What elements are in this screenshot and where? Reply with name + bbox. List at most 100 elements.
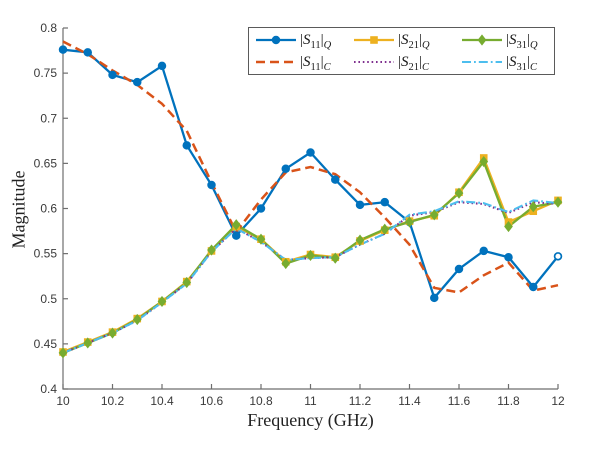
marker-S31_Q — [528, 201, 538, 213]
legend-label-part: | — [320, 31, 324, 48]
x-tick-label: 11.6 — [448, 394, 471, 408]
marker-S31_Q — [330, 252, 340, 264]
marker-S11_Q — [207, 180, 216, 190]
marker-S31_Q — [553, 196, 563, 208]
legend-marker-S31_Q — [477, 34, 487, 46]
marker-S31_Q — [380, 223, 390, 235]
x-tick-label: 10.6 — [200, 394, 224, 408]
legend-label-part: S — [303, 53, 311, 70]
legend-label-part: | — [527, 31, 531, 48]
legend-label-part: | — [398, 31, 402, 48]
marker-S31_Q — [83, 337, 93, 349]
legend-label-part: | — [300, 31, 304, 48]
legend-label-part: | — [419, 31, 423, 48]
marker-S11_Q — [133, 77, 142, 87]
legend-label-part: C — [422, 61, 430, 73]
marker-S31_Q — [454, 187, 464, 199]
legend-label-part: S — [509, 31, 517, 48]
marker-S31_Q — [207, 244, 216, 256]
legend-entry-S31_Q: |S31|Q — [461, 29, 556, 51]
legend-label-part: Q — [530, 39, 538, 51]
y-tick-label: 0.7 — [40, 111, 57, 125]
series-line-S11_C — [62, 40, 559, 294]
legend-label-S21_Q: |S21|Q — [398, 29, 430, 52]
legend-sample-S11_Q — [256, 35, 296, 45]
legend-entry-S21_C: |S21|C — [353, 51, 461, 73]
x-axis-label: Frequency (GHz) — [247, 410, 374, 430]
y-tick-label: 0.55 — [34, 247, 58, 261]
marker-S31_Q — [256, 233, 266, 245]
marker-S11_Q — [108, 70, 117, 80]
x-tick-label: 11.4 — [398, 394, 421, 408]
legend-label-part: 11 — [310, 61, 321, 73]
legend-label-part: | — [506, 31, 510, 48]
legend-label-part: 31 — [516, 61, 528, 73]
legend-entry-S21_Q: |S21|Q — [353, 29, 461, 51]
legend-sample-S21_Q — [354, 36, 394, 44]
marker-S11_Q — [430, 293, 439, 303]
marker-S31_Q — [108, 327, 117, 339]
legend-sample-S21_C — [354, 60, 394, 64]
legend-marker-S11_Q — [271, 35, 281, 45]
y-tick-label: 0.65 — [34, 156, 58, 170]
marker-S11_Q — [380, 197, 390, 207]
marker-S31_Q — [231, 219, 241, 231]
marker-S11_Q — [331, 175, 340, 184]
y-tick-label: 0.4 — [40, 382, 57, 396]
x-tick-label: 10 — [56, 394, 70, 408]
y-tick-label: 0.8 — [40, 21, 57, 35]
x-tick-label: 10.2 — [101, 394, 125, 408]
x-tick-label: 11.2 — [349, 394, 372, 408]
marker-S11_Q — [182, 141, 192, 150]
marker-S11_Q — [83, 48, 92, 57]
legend-label-part: S — [303, 31, 311, 48]
y-tick-label: 0.6 — [40, 202, 57, 216]
marker-S31_Q — [306, 249, 315, 262]
legend-label-part: 21 — [408, 61, 420, 73]
marker-S11_Q — [232, 231, 241, 240]
x-tick-label: 10.8 — [249, 394, 273, 408]
legend-entry-S11_Q: |S11|Q — [255, 29, 353, 51]
legend-label-part: S — [509, 53, 517, 70]
marker-S31_Q — [157, 295, 167, 308]
legend-label-S31_C: |S31|C — [506, 51, 537, 74]
legend-label-S31_Q: |S31|Q — [506, 29, 538, 52]
legend-label-S11_Q: |S11|Q — [300, 29, 331, 52]
marker-S11_Q — [306, 148, 315, 157]
legend-label-part: | — [300, 53, 304, 70]
legend: |S11|Q |S21|Q |S31|Q |S11|C |S21|C |S31|C — [248, 27, 555, 75]
marker-S11_Q — [454, 264, 464, 274]
marker-S11_Q — [504, 252, 513, 262]
legend-label-part: C — [323, 61, 331, 73]
legend-sample-S11_C — [256, 60, 296, 64]
legend-label-part: S — [401, 31, 409, 48]
legend-entry-S31_C: |S31|C — [461, 51, 556, 73]
y-tick-label: 0.45 — [34, 337, 58, 351]
marker-S31_Q — [355, 234, 365, 246]
marker-S31_Q — [479, 155, 489, 168]
marker-S31_Q — [182, 276, 192, 289]
marker-S11_Q — [528, 282, 538, 292]
marker-S31_Q — [281, 257, 291, 270]
legend-label-part: 21 — [408, 39, 420, 51]
marker-S11_Q — [281, 164, 291, 174]
marker-S11_Q — [355, 200, 365, 210]
marker-S31_Q — [58, 347, 68, 359]
marker-S11_Q — [553, 252, 563, 261]
x-tick-label: 11 — [304, 394, 317, 408]
legend-label-part: | — [527, 53, 531, 70]
marker-S31_Q — [132, 313, 142, 326]
legend-label-part: | — [506, 53, 510, 70]
marker-S11_Q — [58, 45, 68, 54]
x-tick-label: 10.4 — [150, 394, 174, 408]
marker-S11_Q — [479, 246, 489, 256]
legend-label-part: 31 — [516, 39, 528, 51]
legend-label-part: | — [419, 53, 423, 70]
legend-label-part: C — [530, 61, 538, 73]
marker-S11_Q — [157, 61, 167, 71]
y-tick-label: 0.5 — [40, 292, 57, 306]
legend-entry-S11_C: |S11|C — [255, 51, 353, 73]
legend-label-part: Q — [422, 39, 430, 51]
y-axis-label: Magnitude — [8, 170, 29, 249]
